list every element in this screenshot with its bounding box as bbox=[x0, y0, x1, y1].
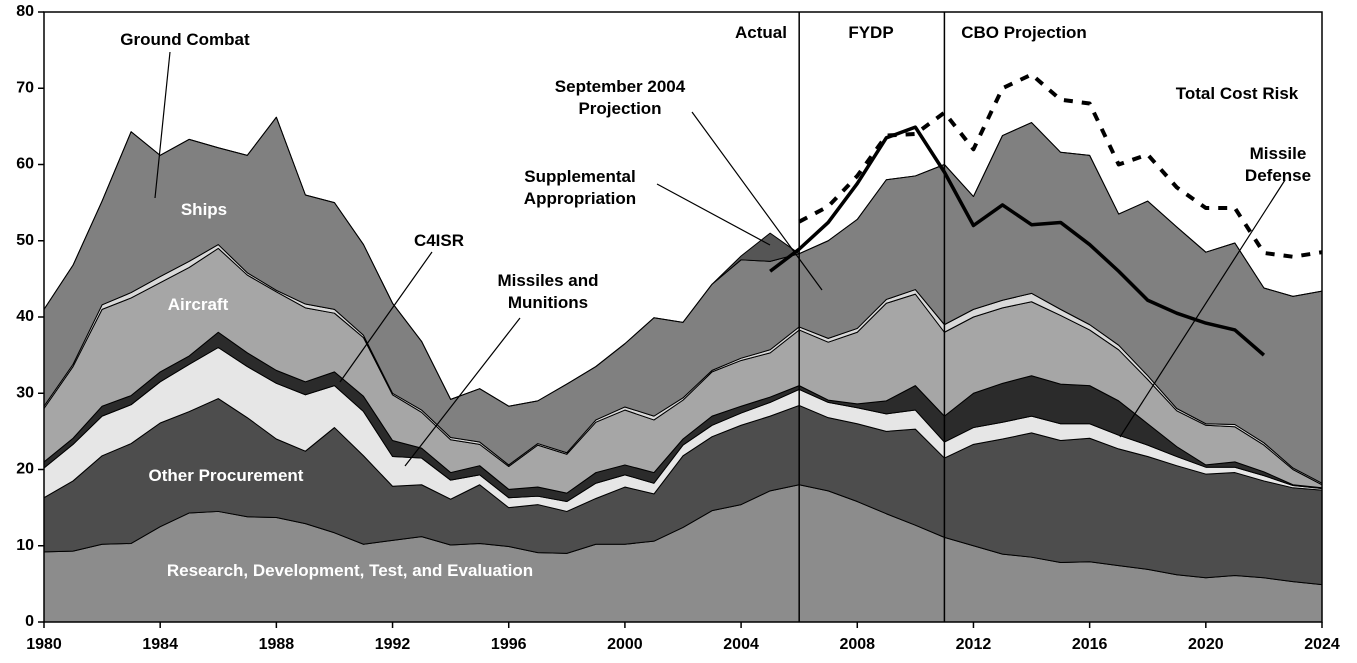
leader-line bbox=[656, 183, 771, 246]
line bbox=[769, 125, 1266, 357]
annotation: Research, Development, Test, and Evaluat… bbox=[166, 561, 534, 580]
leader-line bbox=[339, 251, 433, 383]
annotation: September 2004 Projection bbox=[554, 77, 686, 118]
annotation: Missile Defense bbox=[1244, 144, 1312, 185]
x-tick-label: 2024 bbox=[1304, 636, 1340, 653]
x-tick-label: 2016 bbox=[1072, 636, 1108, 653]
annotation: Total Cost Risk bbox=[1175, 84, 1299, 103]
y-tick-label: 20 bbox=[16, 461, 34, 478]
annotation: Other Procurement bbox=[148, 466, 304, 485]
annotation: Actual bbox=[735, 23, 787, 42]
y-tick-label: 30 bbox=[16, 384, 34, 401]
x-tick-label: 2004 bbox=[723, 636, 759, 653]
y-tick-label: 0 bbox=[25, 613, 34, 630]
y-tick-label: 10 bbox=[16, 537, 34, 554]
annotation: Ships bbox=[180, 200, 228, 219]
annotation: Ground Combat bbox=[120, 30, 250, 49]
leader-line bbox=[154, 51, 171, 199]
x-tick-label: 1980 bbox=[26, 636, 62, 653]
annotation: C4ISR bbox=[413, 231, 465, 250]
leader-line bbox=[404, 317, 521, 467]
leader-line bbox=[1119, 179, 1286, 438]
annotation: Supplemental Appropriation bbox=[523, 167, 637, 208]
y-tick-label: 70 bbox=[16, 79, 34, 96]
annotation: Missiles and Munitions bbox=[497, 271, 599, 312]
annotation: FYDP bbox=[848, 23, 894, 42]
y-tick-label: 60 bbox=[16, 156, 34, 173]
x-tick-label: 2008 bbox=[839, 636, 875, 653]
x-tick-label: 1992 bbox=[375, 636, 411, 653]
annotation: CBO Projection bbox=[961, 23, 1087, 42]
x-tick-label: 2020 bbox=[1188, 636, 1224, 653]
y-tick-label: 50 bbox=[16, 232, 34, 249]
y-tick-label: 40 bbox=[16, 308, 34, 325]
annotation: Aircraft bbox=[167, 295, 229, 314]
leader-line bbox=[691, 111, 823, 291]
x-tick-label: 2012 bbox=[956, 636, 992, 653]
y-tick-label: 80 bbox=[16, 3, 34, 20]
x-tick-label: 2000 bbox=[607, 636, 643, 653]
x-tick-label: 1984 bbox=[142, 636, 178, 653]
x-tick-label: 1996 bbox=[491, 636, 527, 653]
x-tick-label: 1988 bbox=[259, 636, 295, 653]
